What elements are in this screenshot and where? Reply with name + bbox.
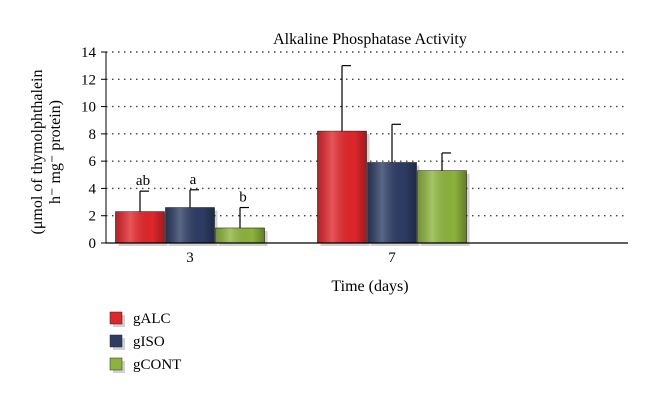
y-tick-labels: 0 2 4 6 8 10 12 14 (81, 45, 97, 252)
legend-swatch (109, 311, 123, 325)
bar-shading (115, 211, 165, 243)
chart-title: Alkaline Phosphatase Activity (273, 31, 467, 48)
y-tick-label: 14 (81, 45, 97, 61)
bars: ab ab (106, 65, 628, 246)
y-tick-label: 10 (81, 100, 96, 116)
y-axis-label: (μmol of thymolphthalein h⁻ mg⁻ protein) (29, 70, 64, 235)
y-tick-label: 2 (89, 209, 97, 225)
y-axis-label-line2: h⁻ mg⁻ protein) (47, 100, 64, 204)
grid (101, 51, 628, 244)
bar-shading (367, 162, 417, 243)
y-tick-label: 8 (89, 127, 97, 143)
x-axis-label: Time (days) (331, 278, 408, 295)
y-axis-label-line1: (μmol of thymolphthalein (29, 70, 46, 235)
legend-swatch (109, 357, 123, 371)
y-tick-label: 4 (89, 181, 97, 197)
significance-label: a (190, 172, 197, 188)
significance-label: ab (136, 173, 150, 189)
y-tick-label: 0 (89, 236, 97, 252)
y-tick-label: 6 (89, 154, 97, 170)
significance-label: b (239, 190, 247, 206)
y-tick-label: 12 (81, 72, 96, 88)
x-tick-label: 7 (388, 250, 396, 266)
legend-label: gALC (133, 311, 171, 327)
bar-shading (417, 170, 467, 243)
bar-shading (317, 131, 367, 243)
legend-label: gCONT (133, 357, 181, 373)
legend-swatch (109, 334, 123, 348)
bar-shading (215, 227, 265, 243)
x-tick-label: 3 (186, 250, 194, 266)
legend-label: gISO (133, 334, 165, 350)
bar-shading (165, 207, 215, 243)
legend: gALC gISO gCONT (109, 311, 181, 373)
